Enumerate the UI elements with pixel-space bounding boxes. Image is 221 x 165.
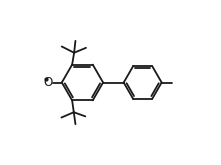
Text: O: O (43, 76, 52, 89)
